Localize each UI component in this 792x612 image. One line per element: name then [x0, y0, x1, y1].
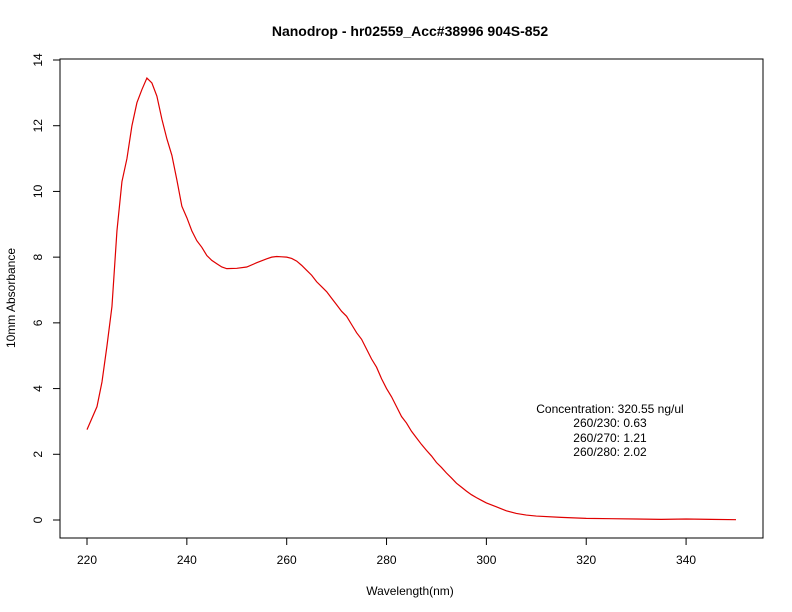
- y-axis: 0 2 4 6 8 10 12 14: [31, 53, 60, 523]
- y-tick-label: 10: [31, 184, 45, 198]
- y-tick-label: 14: [31, 53, 45, 67]
- concentration-text: Concentration: 320.55 ng/ul: [536, 402, 683, 416]
- x-tick-label: 320: [576, 553, 596, 567]
- plot-frame: [59, 58, 764, 539]
- y-tick-label: 2: [31, 451, 45, 458]
- x-tick-label: 260: [277, 553, 297, 567]
- measurement-annotation: Concentration: 320.55 ng/ul 260/230: 0.6…: [536, 402, 683, 459]
- x-tick-label: 280: [377, 553, 397, 567]
- x-tick-label: 240: [177, 553, 197, 567]
- x-tick-label: 340: [676, 553, 696, 567]
- y-tick-label: 12: [31, 119, 45, 133]
- x-axis: 220 240 260 280 300 320 340: [77, 538, 696, 567]
- y-tick-label: 0: [31, 516, 45, 523]
- chart-title: Nanodrop - hr02559_Acc#38996 904S-852: [272, 23, 548, 39]
- ratio-260-270-text: 260/270: 1.21: [573, 431, 647, 445]
- y-axis-label: 10mm Absorbance: [4, 248, 18, 348]
- absorbance-series-line: [86, 77, 737, 521]
- y-tick-label: 8: [31, 253, 45, 260]
- y-tick-label: 6: [31, 319, 45, 326]
- ratio-260-280-text: 260/280: 2.02: [573, 445, 647, 459]
- y-tick-label: 4: [31, 385, 45, 392]
- x-axis-label: Wavelength(nm): [366, 584, 454, 598]
- x-tick-label: 220: [77, 553, 97, 567]
- x-tick-label: 300: [476, 553, 496, 567]
- ratio-260-230-text: 260/230: 0.63: [573, 416, 647, 430]
